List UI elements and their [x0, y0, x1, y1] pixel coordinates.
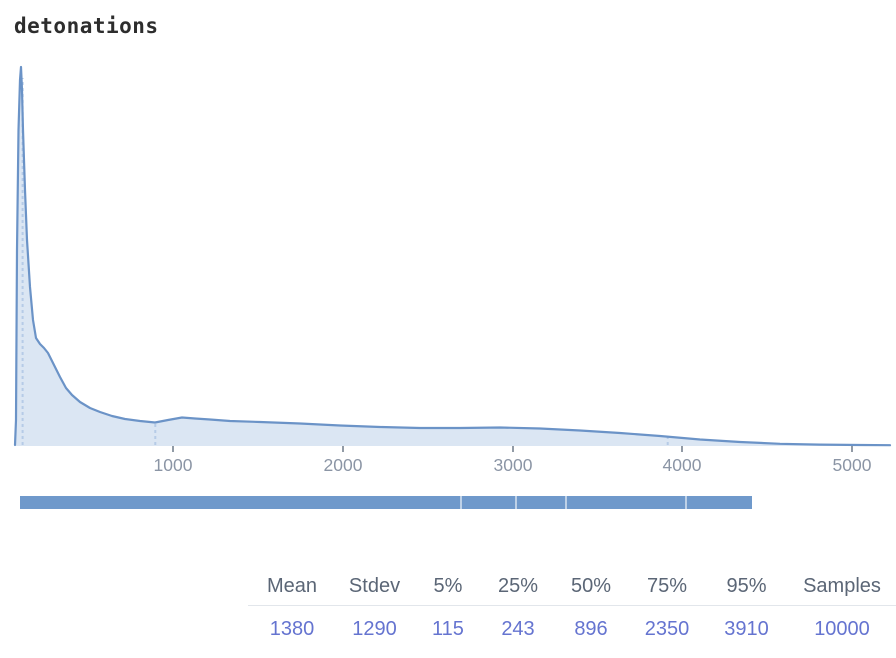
x-axis-label-1000: 1000	[154, 455, 193, 475]
header-p5: 5%	[433, 575, 463, 597]
header-p25: 25%	[497, 575, 539, 597]
density-area-fill	[15, 67, 890, 446]
density-curve-line	[13, 65, 892, 447]
stats-table: Mean Stdev 5% 25% 50% 75% 95% Samples 13…	[248, 568, 896, 648]
value-p95: 3910	[724, 617, 769, 640]
density-chart-svg: 1000 2000 3000 4000 5000	[13, 65, 892, 475]
range-bar	[20, 496, 752, 509]
x-axis-label-2000: 2000	[324, 455, 363, 475]
x-axis-label-4000: 4000	[663, 455, 702, 475]
range-bar-separator	[685, 496, 687, 509]
header-p50: 50%	[570, 575, 612, 597]
value-p5: 115	[432, 617, 464, 640]
value-p75: 2350	[644, 617, 690, 640]
range-bar-separator	[565, 496, 567, 509]
value-mean: 1380	[269, 617, 315, 640]
stats-table-header-row: Mean Stdev 5% 25% 50% 75% 95% Samples	[248, 568, 896, 606]
value-samples: 10000	[814, 617, 870, 640]
header-stdev: Stdev	[348, 575, 401, 597]
stats-table-value-row: 1380 1290 115 243 896 2350 3910 10000	[248, 610, 896, 648]
header-samples: Samples	[803, 575, 881, 597]
range-bar-separator	[515, 496, 517, 509]
value-p50: 896	[574, 617, 608, 640]
x-axis-label-5000: 5000	[833, 455, 872, 475]
header-mean: Mean	[266, 575, 318, 597]
range-bar-separator	[460, 496, 462, 509]
value-p25: 243	[501, 617, 535, 640]
x-axis-label-3000: 3000	[494, 455, 533, 475]
header-p95: 95%	[726, 575, 767, 597]
chart-title: detonations	[14, 14, 159, 38]
value-stdev: 1290	[352, 617, 397, 640]
header-p75: 75%	[646, 575, 688, 597]
